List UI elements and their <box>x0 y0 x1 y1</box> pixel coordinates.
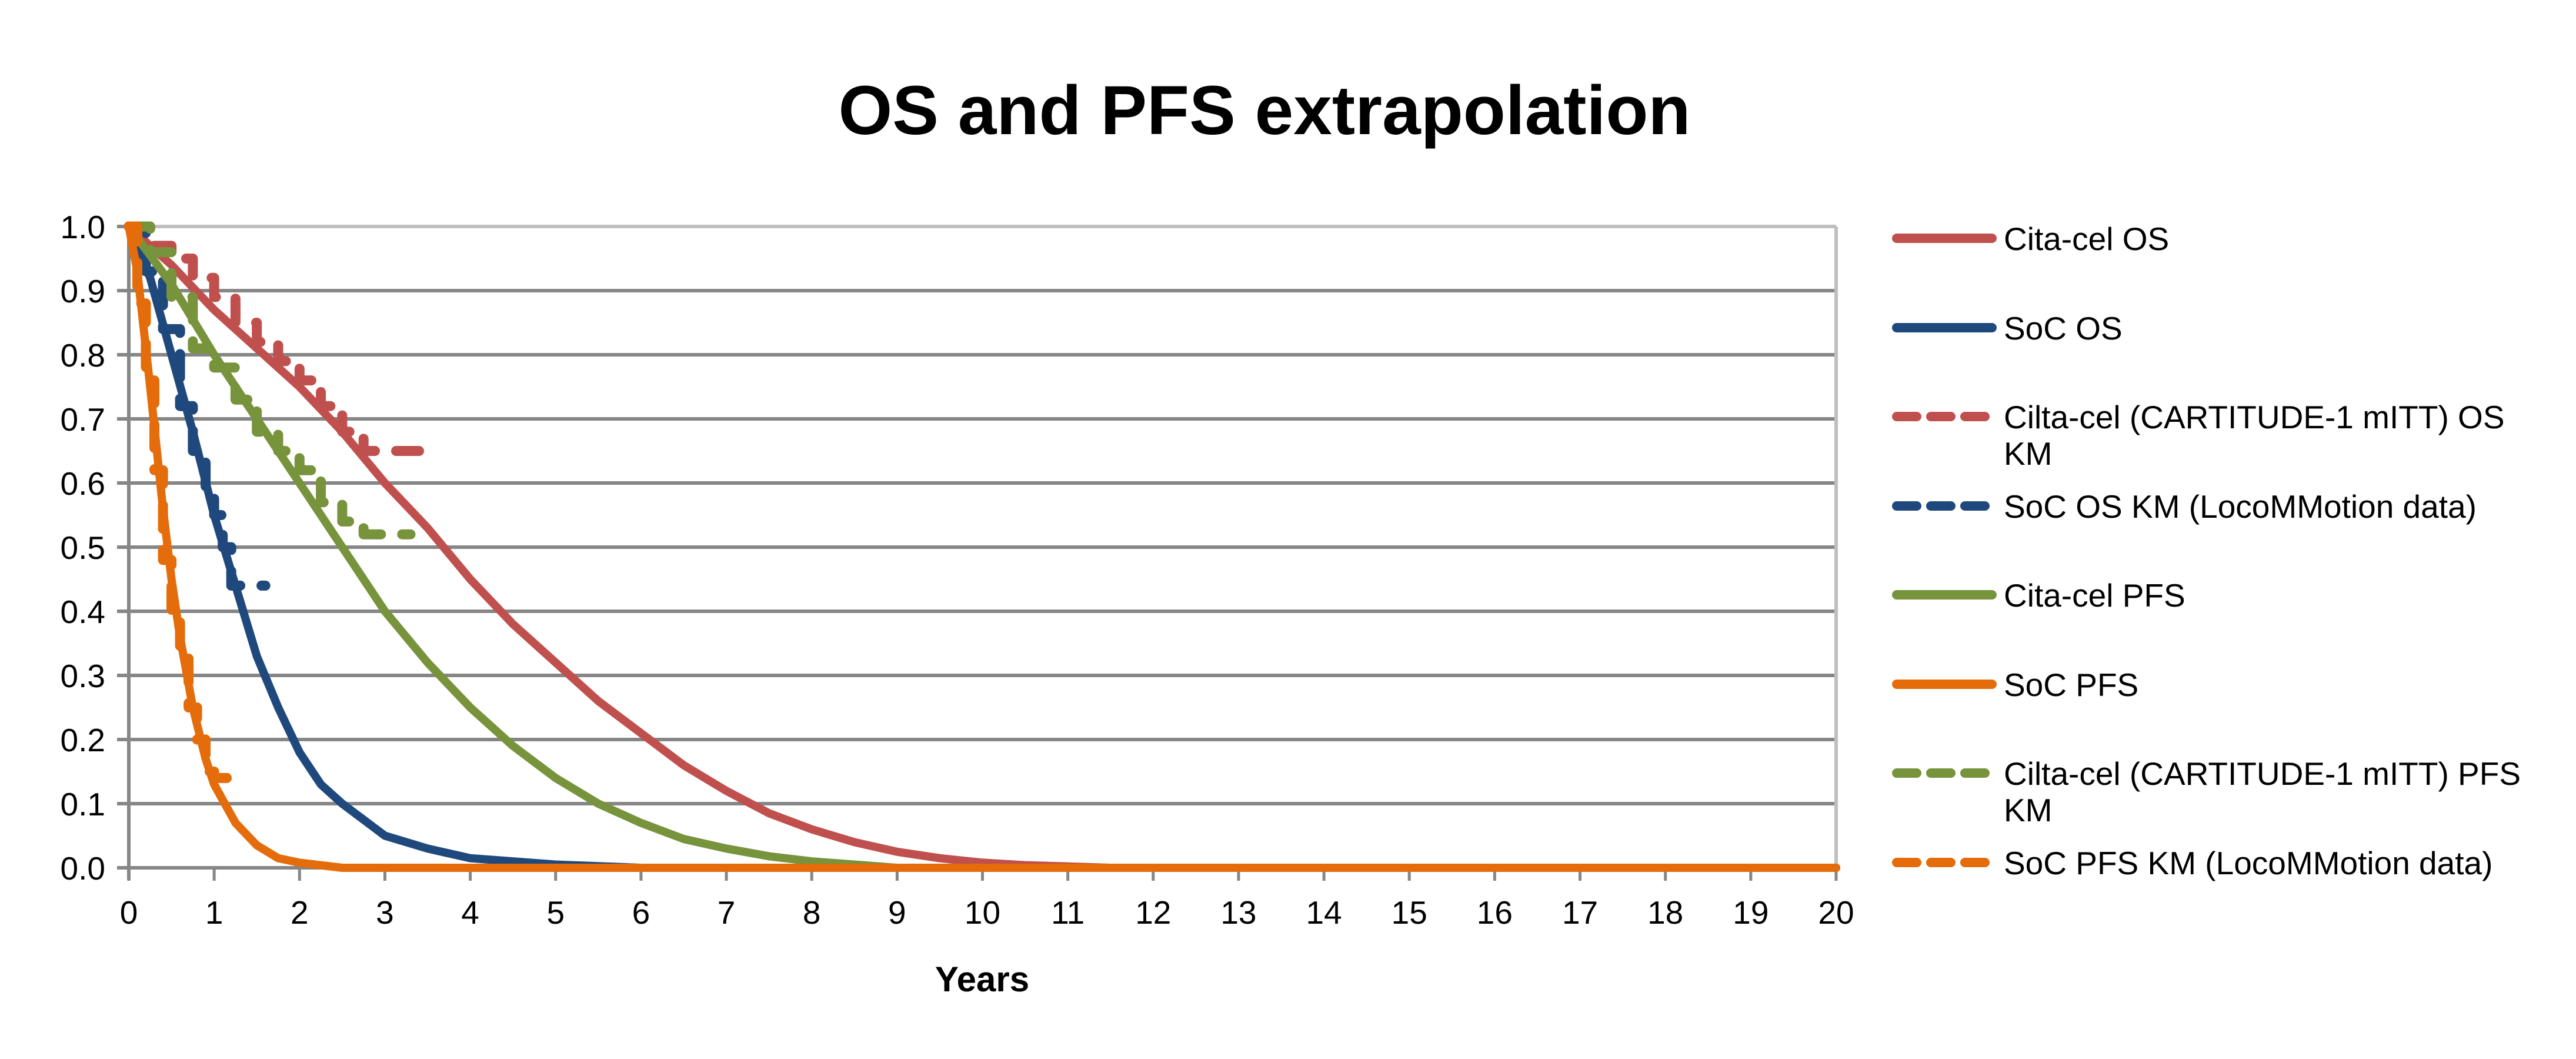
x-tick-label: 2 <box>291 894 309 931</box>
legend-item: SoC PFS KM (LocoMMotion data) <box>1891 845 2557 881</box>
series-line <box>124 221 424 456</box>
x-axis-tick-labels: 0 1 2 3 4 5 6 7 8 9 10 11 12 13 14 15 16 17 18 19 20 <box>120 894 1854 931</box>
legend-item: Cilta-cel (CARTITUDE-1 mITT) PFS KM <box>1891 755 2557 828</box>
legend-item: SoC OS KM (LocoMMotion data) <box>1891 488 2557 525</box>
legend-label: Cilta-cel (CARTITUDE-1 mITT) PFS KM <box>2004 755 2521 828</box>
series-line <box>124 221 271 591</box>
x-tick-label: 13 <box>1220 894 1256 931</box>
chart-title: OS and PFS extrapolation <box>838 72 1691 149</box>
x-tick-label: 6 <box>632 894 650 931</box>
x-tick-label: 9 <box>888 894 906 931</box>
legend-dashed-line-icon <box>1891 399 1997 434</box>
series-line <box>125 222 1840 872</box>
legend-label: SoC OS <box>2004 310 2123 347</box>
axes <box>117 225 1838 881</box>
x-tick-label: 10 <box>965 894 1000 931</box>
x-tick-label: 12 <box>1135 894 1171 931</box>
legend-item: SoC OS <box>1891 310 2557 347</box>
y-tick-label: 0.5 <box>61 530 105 566</box>
x-tick-label: 17 <box>1562 894 1598 931</box>
x-axis-title: Years <box>935 960 1029 999</box>
x-tick-label: 8 <box>803 894 821 931</box>
x-tick-label: 7 <box>718 894 736 931</box>
legend-label: SoC PFS KM (LocoMMotion data) <box>2004 845 2493 881</box>
legend-line-icon <box>1891 667 1997 702</box>
x-tick-label: 16 <box>1477 894 1513 931</box>
legend-label: Cita-cel PFS <box>2004 577 2185 614</box>
legend-item: Cilta-cel (CARTITUDE-1 mITT) OS KM <box>1891 399 2557 472</box>
legend-label: SoC PFS <box>2004 667 2139 703</box>
legend-dashed-line-icon <box>1891 755 1997 791</box>
y-axis-tick-labels: 0.0 0.1 0.2 0.3 0.4 0.5 0.6 0.7 0.8 0.9 1.0 <box>61 209 105 887</box>
y-tick-label: 1.0 <box>61 209 105 245</box>
x-tick-label: 5 <box>546 894 565 931</box>
legend-dashed-line-icon <box>1891 845 1997 880</box>
x-tick-label: 1 <box>205 894 223 931</box>
y-tick-label: 0.1 <box>61 786 105 822</box>
gridlines <box>117 225 1836 805</box>
x-tick-label: 11 <box>1051 894 1085 931</box>
legend-line-icon <box>1891 221 1997 256</box>
legend-label: SoC OS KM (LocoMMotion data) <box>2004 488 2477 525</box>
x-tick-label: 20 <box>1818 894 1854 931</box>
y-tick-label: 0.4 <box>61 594 105 630</box>
legend-line-icon <box>1891 310 1997 345</box>
x-tick-label: 18 <box>1647 894 1683 931</box>
y-tick-label: 0.0 <box>61 850 105 887</box>
y-tick-label: 0.3 <box>61 658 105 694</box>
legend-item: Cita-cel OS <box>1891 221 2557 257</box>
y-tick-label: 0.9 <box>61 273 105 309</box>
series-line <box>125 222 1840 872</box>
legend-label: Cilta-cel (CARTITUDE-1 mITT) OS KM <box>2004 399 2505 472</box>
legend-item: SoC PFS <box>1891 667 2557 703</box>
y-tick-label: 0.6 <box>61 465 105 502</box>
y-tick-label: 0.8 <box>61 337 105 374</box>
legend-line-icon <box>1891 577 1997 612</box>
x-tick-label: 14 <box>1306 894 1342 931</box>
x-tick-label: 0 <box>120 894 138 931</box>
series-lines <box>124 221 1840 872</box>
x-tick-label: 4 <box>461 894 479 931</box>
series-line <box>124 221 236 783</box>
legend-label: Cita-cel OS <box>2004 221 2170 257</box>
y-tick-label: 0.2 <box>61 722 105 758</box>
legend-item: Cita-cel PFS <box>1891 577 2557 614</box>
x-tick-label: 15 <box>1392 894 1427 931</box>
legend-dashed-line-icon <box>1891 488 1997 524</box>
series-line <box>124 221 416 540</box>
y-tick-label: 0.7 <box>61 401 105 438</box>
x-tick-label: 19 <box>1733 894 1769 931</box>
x-tick-label: 3 <box>376 894 394 931</box>
